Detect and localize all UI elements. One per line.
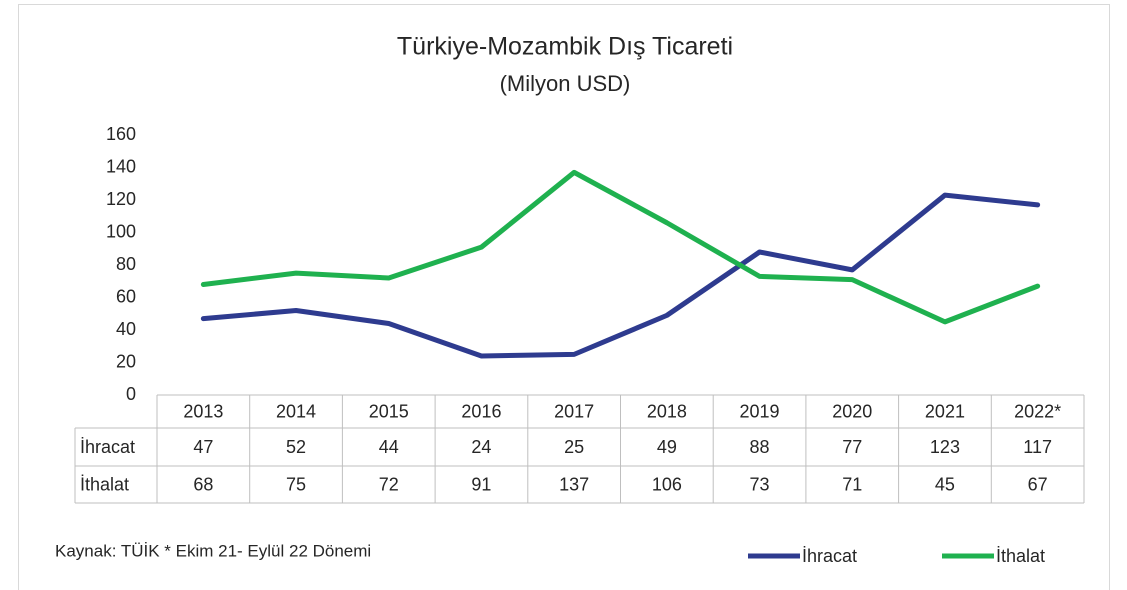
table-cell: 25 [564, 437, 584, 457]
table-row-label: İthalat [80, 474, 129, 494]
y-tick-label: 160 [106, 124, 136, 144]
x-tick-label: 2014 [276, 401, 316, 421]
table-cell: 123 [930, 437, 960, 457]
table-cell: 77 [842, 437, 862, 457]
y-tick-label: 0 [126, 384, 136, 404]
table-cell: 71 [842, 474, 862, 494]
x-tick-label: 2018 [647, 401, 687, 421]
legend-label: İhracat [802, 546, 857, 566]
x-tick-label: 2016 [461, 401, 501, 421]
table-cell: 91 [471, 474, 491, 494]
y-tick-label: 60 [116, 286, 136, 306]
y-tick-label: 140 [106, 156, 136, 176]
table-cell: 44 [379, 437, 399, 457]
legend-label: İthalat [996, 546, 1045, 566]
table-cell: 45 [935, 474, 955, 494]
x-tick-label: 2017 [554, 401, 594, 421]
series-line [200, 192, 1041, 359]
table-cell: 49 [657, 437, 677, 457]
table-cell: 24 [471, 437, 491, 457]
table-cell: 137 [559, 474, 589, 494]
y-tick-label: 20 [116, 351, 136, 371]
table-cell: 117 [1023, 437, 1052, 457]
table-cell: 88 [750, 437, 770, 457]
chart-title: Türkiye-Mozambik Dış Ticareti [397, 33, 733, 61]
table-cell: 73 [750, 474, 770, 494]
chart-frame [18, 4, 1110, 590]
y-tick-label: 40 [116, 319, 136, 339]
x-tick-label: 2021 [925, 401, 965, 421]
y-tick-label: 120 [106, 189, 136, 209]
table-cell: 72 [379, 474, 399, 494]
source-note: Kaynak: TÜİK * Ekim 21- Eylül 22 Dönemi [55, 541, 371, 560]
x-tick-label: 2013 [183, 401, 223, 421]
x-tick-label: 2020 [832, 401, 872, 421]
x-tick-label: 2019 [740, 401, 780, 421]
table-cell: 106 [652, 474, 682, 494]
table-cell: 68 [193, 474, 213, 494]
y-tick-label: 80 [116, 254, 136, 274]
chart-subtitle: (Milyon USD) [500, 71, 631, 96]
y-tick-label: 100 [106, 221, 136, 241]
x-tick-label: 2022* [1014, 401, 1061, 421]
table-cell: 67 [1028, 474, 1048, 494]
series-line [200, 169, 1041, 325]
x-tick-label: 2015 [369, 401, 409, 421]
table-cell: 52 [286, 437, 306, 457]
table-cell: 75 [286, 474, 306, 494]
table-cell: 47 [193, 437, 213, 457]
table-row-label: İhracat [80, 437, 135, 457]
